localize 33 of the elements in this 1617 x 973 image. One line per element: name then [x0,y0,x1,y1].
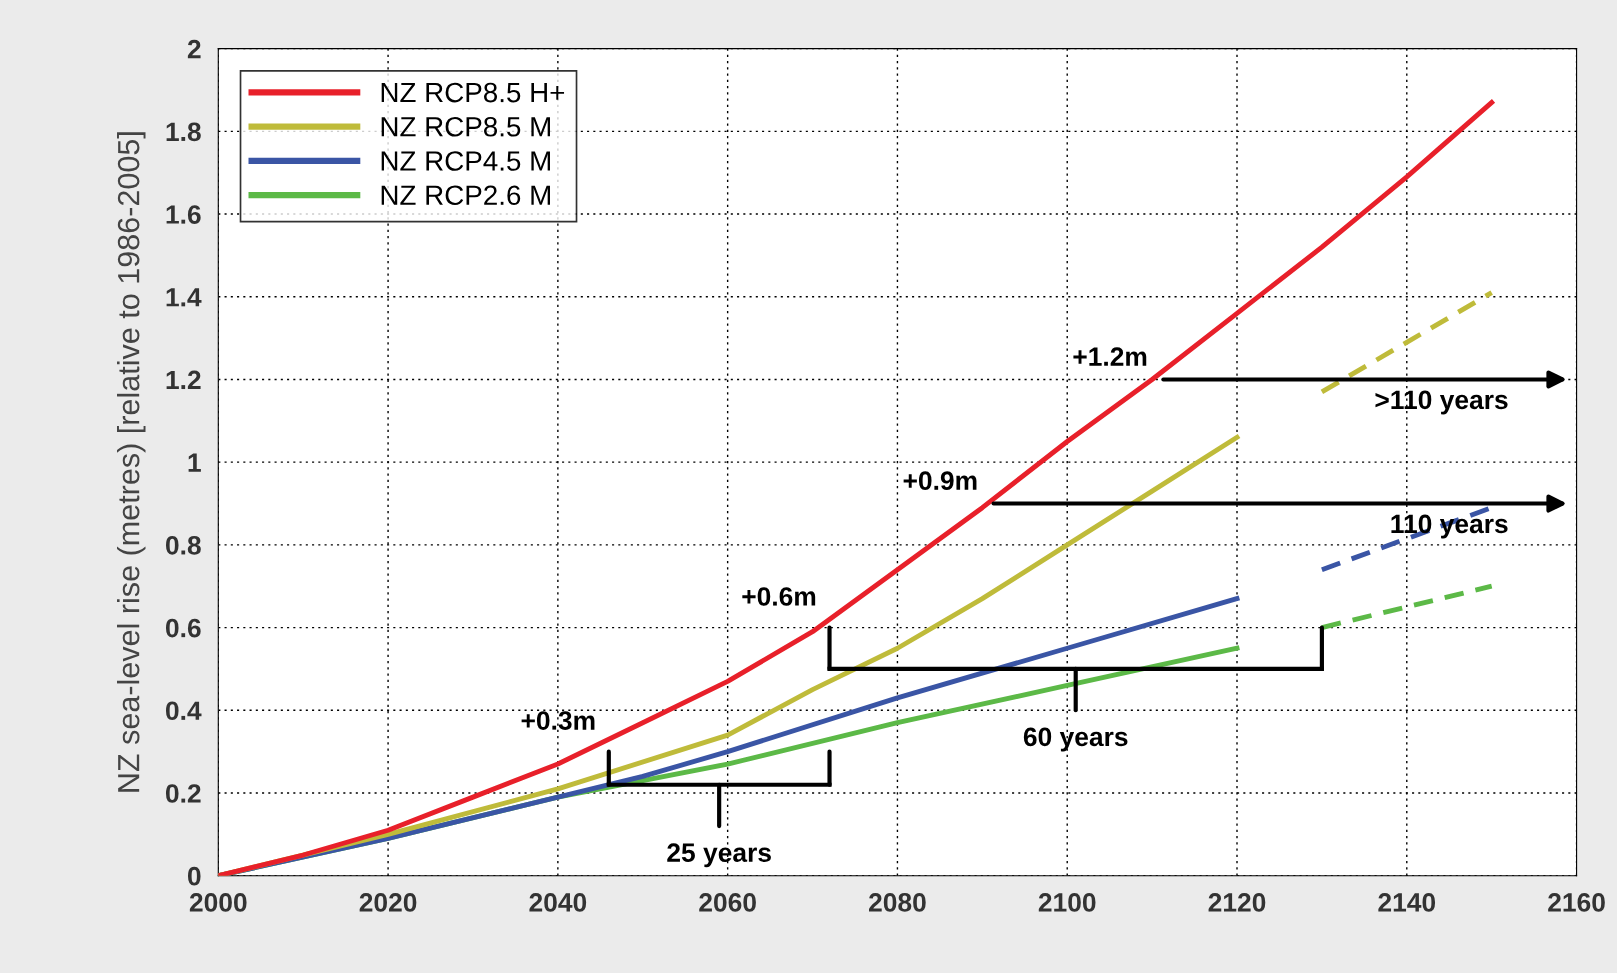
y-tick-label: 0.8 [165,536,201,555]
x-tick-label: 2080 [869,893,926,912]
annotation: >110 years [1375,390,1508,415]
x-tick-label: 2000 [189,893,247,912]
annotation: +0.3m [521,711,595,730]
y-axis-title: NZ sea-level rise (metres) [relative to 1986-2005] [117,132,146,792]
x-tick-label: 2020 [359,893,417,912]
x-tick-label: 2140 [1378,893,1436,912]
y-tick-label: 0 [188,866,201,886]
y-tick-label: 1.4 [166,288,202,307]
x-tick-label: 2120 [1208,893,1266,912]
legend-label: NZ RCP2.6 M [381,185,550,206]
legend-label: NZ RCP8.5 M [381,116,550,137]
x-tick-label: 2160 [1548,893,1605,912]
x-tick-label: 2100 [1038,893,1096,912]
legend-label: NZ RCP4.5 M [381,151,550,171]
y-tick-label: 1 [188,453,201,472]
annotation: +0.9m [903,471,977,491]
annotation: 25 years [667,843,771,868]
legend-label: NZ RCP8.5 H+ [381,82,565,103]
y-tick-label: 0.6 [165,618,201,638]
annotation: +0.6m [742,587,816,606]
y-tick-label: 1.8 [166,122,201,142]
annotation: +1.2m [1073,347,1147,366]
y-tick-label: 1.2 [166,370,201,390]
x-tick-label: 2040 [529,893,587,912]
y-tick-label: 1.6 [166,205,201,224]
x-tick-label: 2060 [699,893,756,912]
annotation: 110 years [1391,514,1508,539]
y-tick-label: 0.4 [165,701,202,721]
y-tick-label: 0.2 [165,784,201,803]
y-tick-label: 2 [187,39,201,59]
annotation: 60 years [1023,727,1128,752]
